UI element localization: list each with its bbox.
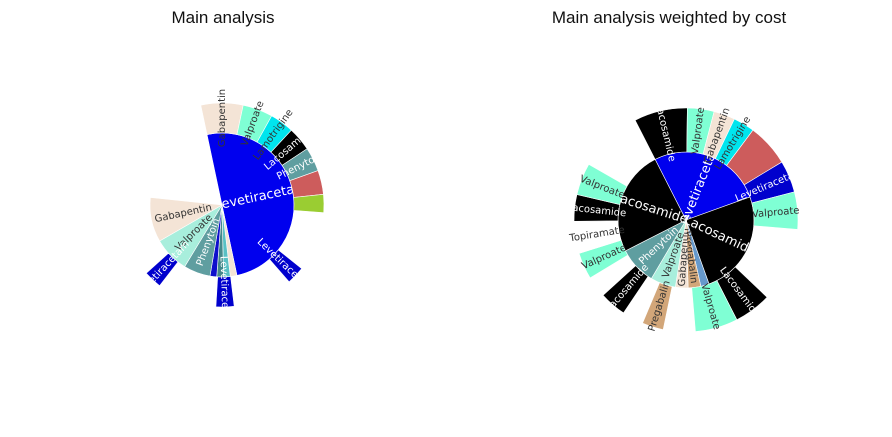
segment-levetiracetam-r1-8 [268,249,303,283]
segment-lacosamide-r1-13 [602,265,649,314]
segment-valproate-r1-9 [691,280,738,332]
right-sunburst-chart: LevetiracetamLacosamidePregabalinGabapen… [566,102,804,333]
label-gabapentin-r1-0: Gabapentin [217,89,228,147]
label-levetiracetam-r1-10: Levetiracetam [218,256,231,328]
segment-pregabalin-r1-11 [642,282,673,330]
segment-unlabeled-r1-6 [293,194,325,213]
segment-gabapentin-r0-7 [149,197,223,242]
segment-valproate-r1-6 [751,191,799,230]
left-sunburst-chart: LevetiracetamPhenytoinValproateGabapenti… [135,88,325,328]
segment-levetiracetam-r1-10 [215,276,235,308]
left-chart-title: Main analysis [171,8,275,27]
label-valproate-r1-6: Valproate [752,205,800,220]
left-chart-panel: Main analysis Levetiracetam Phenytoin Valp… [135,8,325,328]
segment-levetiracetam-r1-12 [145,252,179,287]
label-levetiracetam-r1-8: Levetiracetam [255,237,315,295]
segment-valproate-r1-18 [576,163,628,205]
right-chart-title: Main analysis weighted by cost [551,8,787,27]
right-chart-panel: Main analysis weighted by cost Levetirac… [446,0,892,437]
label-levetiracetam-r1-12: Levetiracetam [135,239,192,299]
